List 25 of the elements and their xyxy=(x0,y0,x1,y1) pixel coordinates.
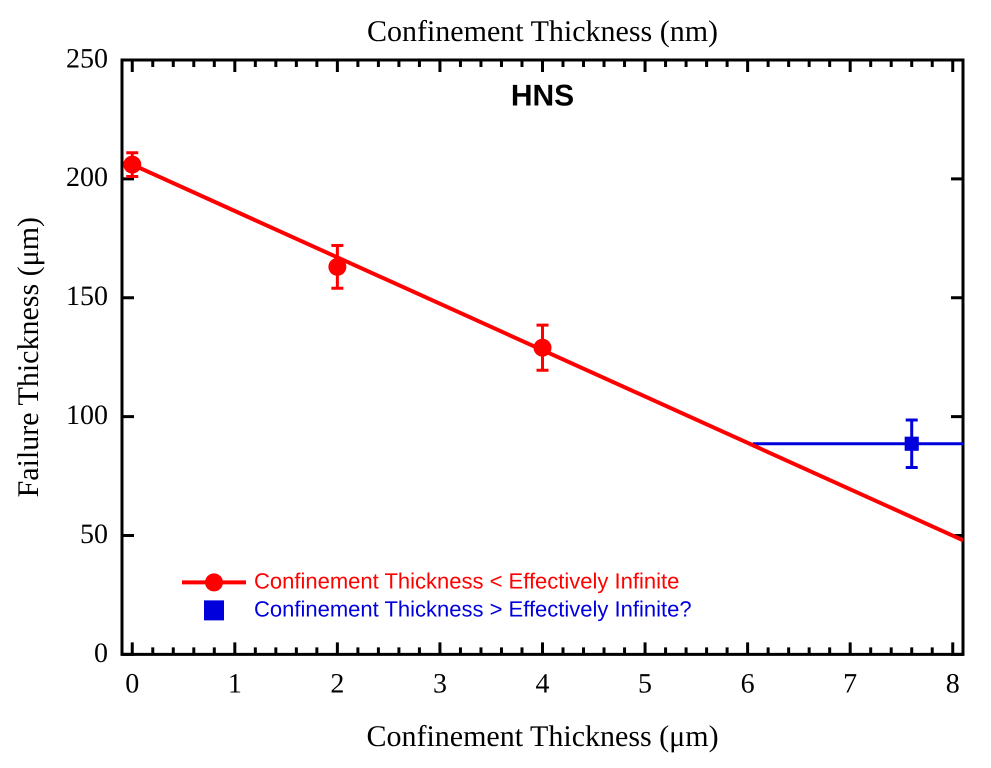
x-tick-label: 3 xyxy=(432,668,447,700)
point xyxy=(904,436,919,451)
x2-axis-title: Confinement Thickness (nm) xyxy=(366,14,718,48)
y-tick-label: 200 xyxy=(66,162,108,194)
x-tick-label: 4 xyxy=(536,668,550,700)
y-tick-label: 250 xyxy=(66,43,108,74)
y-tick-label: 0 xyxy=(94,638,108,669)
x-tick-label: 7 xyxy=(843,668,858,700)
y-tick-label: 150 xyxy=(66,281,108,312)
text: HNS xyxy=(510,79,574,112)
y-tick-label: 50 xyxy=(80,518,108,550)
point xyxy=(534,338,552,357)
point xyxy=(328,258,346,276)
point xyxy=(123,156,142,174)
x-tick-label: 5 xyxy=(638,668,652,700)
x-tick-label: 0 xyxy=(125,668,140,700)
y-tick-label: 100 xyxy=(66,400,108,431)
x-tick-label: 1 xyxy=(228,668,242,700)
x-tick-label: 2 xyxy=(330,668,344,700)
x-tick-label: 8 xyxy=(946,668,960,700)
legend-label: Confinement Thickness > Effectively Infinite? xyxy=(254,596,692,622)
x-tick-label: 6 xyxy=(740,668,755,700)
x-axis-title: Confinement Thickness (μm) xyxy=(366,720,719,753)
legend-label: Confinement Thickness < Effectively Infinite xyxy=(254,568,680,594)
y-axis-title: Failure Thickness (μm) xyxy=(12,216,45,498)
